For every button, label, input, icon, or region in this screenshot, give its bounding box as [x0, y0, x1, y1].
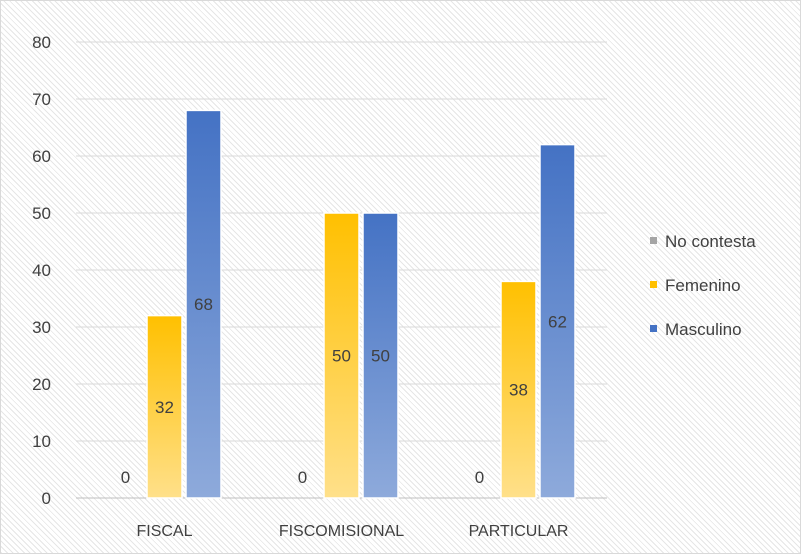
y-tick-label: 80 — [32, 33, 51, 52]
y-tick-label: 70 — [32, 90, 51, 109]
y-tick-label: 0 — [42, 489, 51, 508]
x-axis-ticks: FISCAL FISCOMISIONAL PARTICULAR — [136, 523, 568, 540]
data-label: 50 — [371, 347, 390, 366]
y-tick-label: 10 — [32, 432, 51, 451]
bars — [146, 109, 576, 499]
data-label: 32 — [155, 398, 174, 417]
y-tick-label: 20 — [32, 375, 51, 394]
y-tick-label: 50 — [32, 204, 51, 223]
y-axis-ticks: 0 10 20 30 40 50 60 70 80 — [32, 33, 51, 508]
x-tick-label: PARTICULAR — [469, 523, 569, 540]
x-tick-label: FISCAL — [136, 523, 192, 540]
data-label: 62 — [548, 312, 567, 331]
legend-swatch — [650, 325, 657, 332]
data-label: 0 — [121, 468, 130, 487]
data-label: 0 — [475, 468, 484, 487]
x-tick-label: FISCOMISIONAL — [279, 523, 404, 540]
data-label: 68 — [194, 295, 213, 314]
legend-label: Masculino — [665, 320, 742, 339]
legend-swatch — [650, 237, 657, 244]
data-labels: 0 32 68 0 50 50 0 38 62 — [121, 295, 567, 487]
data-label: 38 — [509, 381, 528, 400]
bar-femenino — [500, 280, 537, 499]
bar-femenino — [323, 212, 360, 499]
legend-label: No contesta — [665, 232, 756, 251]
y-tick-label: 30 — [32, 318, 51, 337]
bar-femenino — [146, 314, 183, 499]
bar-masculino — [362, 212, 399, 499]
bar-masculino — [539, 143, 576, 499]
legend: No contesta Femenino Masculino — [650, 232, 756, 339]
legend-swatch — [650, 281, 657, 288]
data-label: 50 — [332, 347, 351, 366]
legend-label: Femenino — [665, 276, 741, 295]
y-tick-label: 60 — [32, 147, 51, 166]
data-label: 0 — [298, 468, 307, 487]
bar-masculino — [185, 109, 222, 499]
y-tick-label: 40 — [32, 261, 51, 280]
